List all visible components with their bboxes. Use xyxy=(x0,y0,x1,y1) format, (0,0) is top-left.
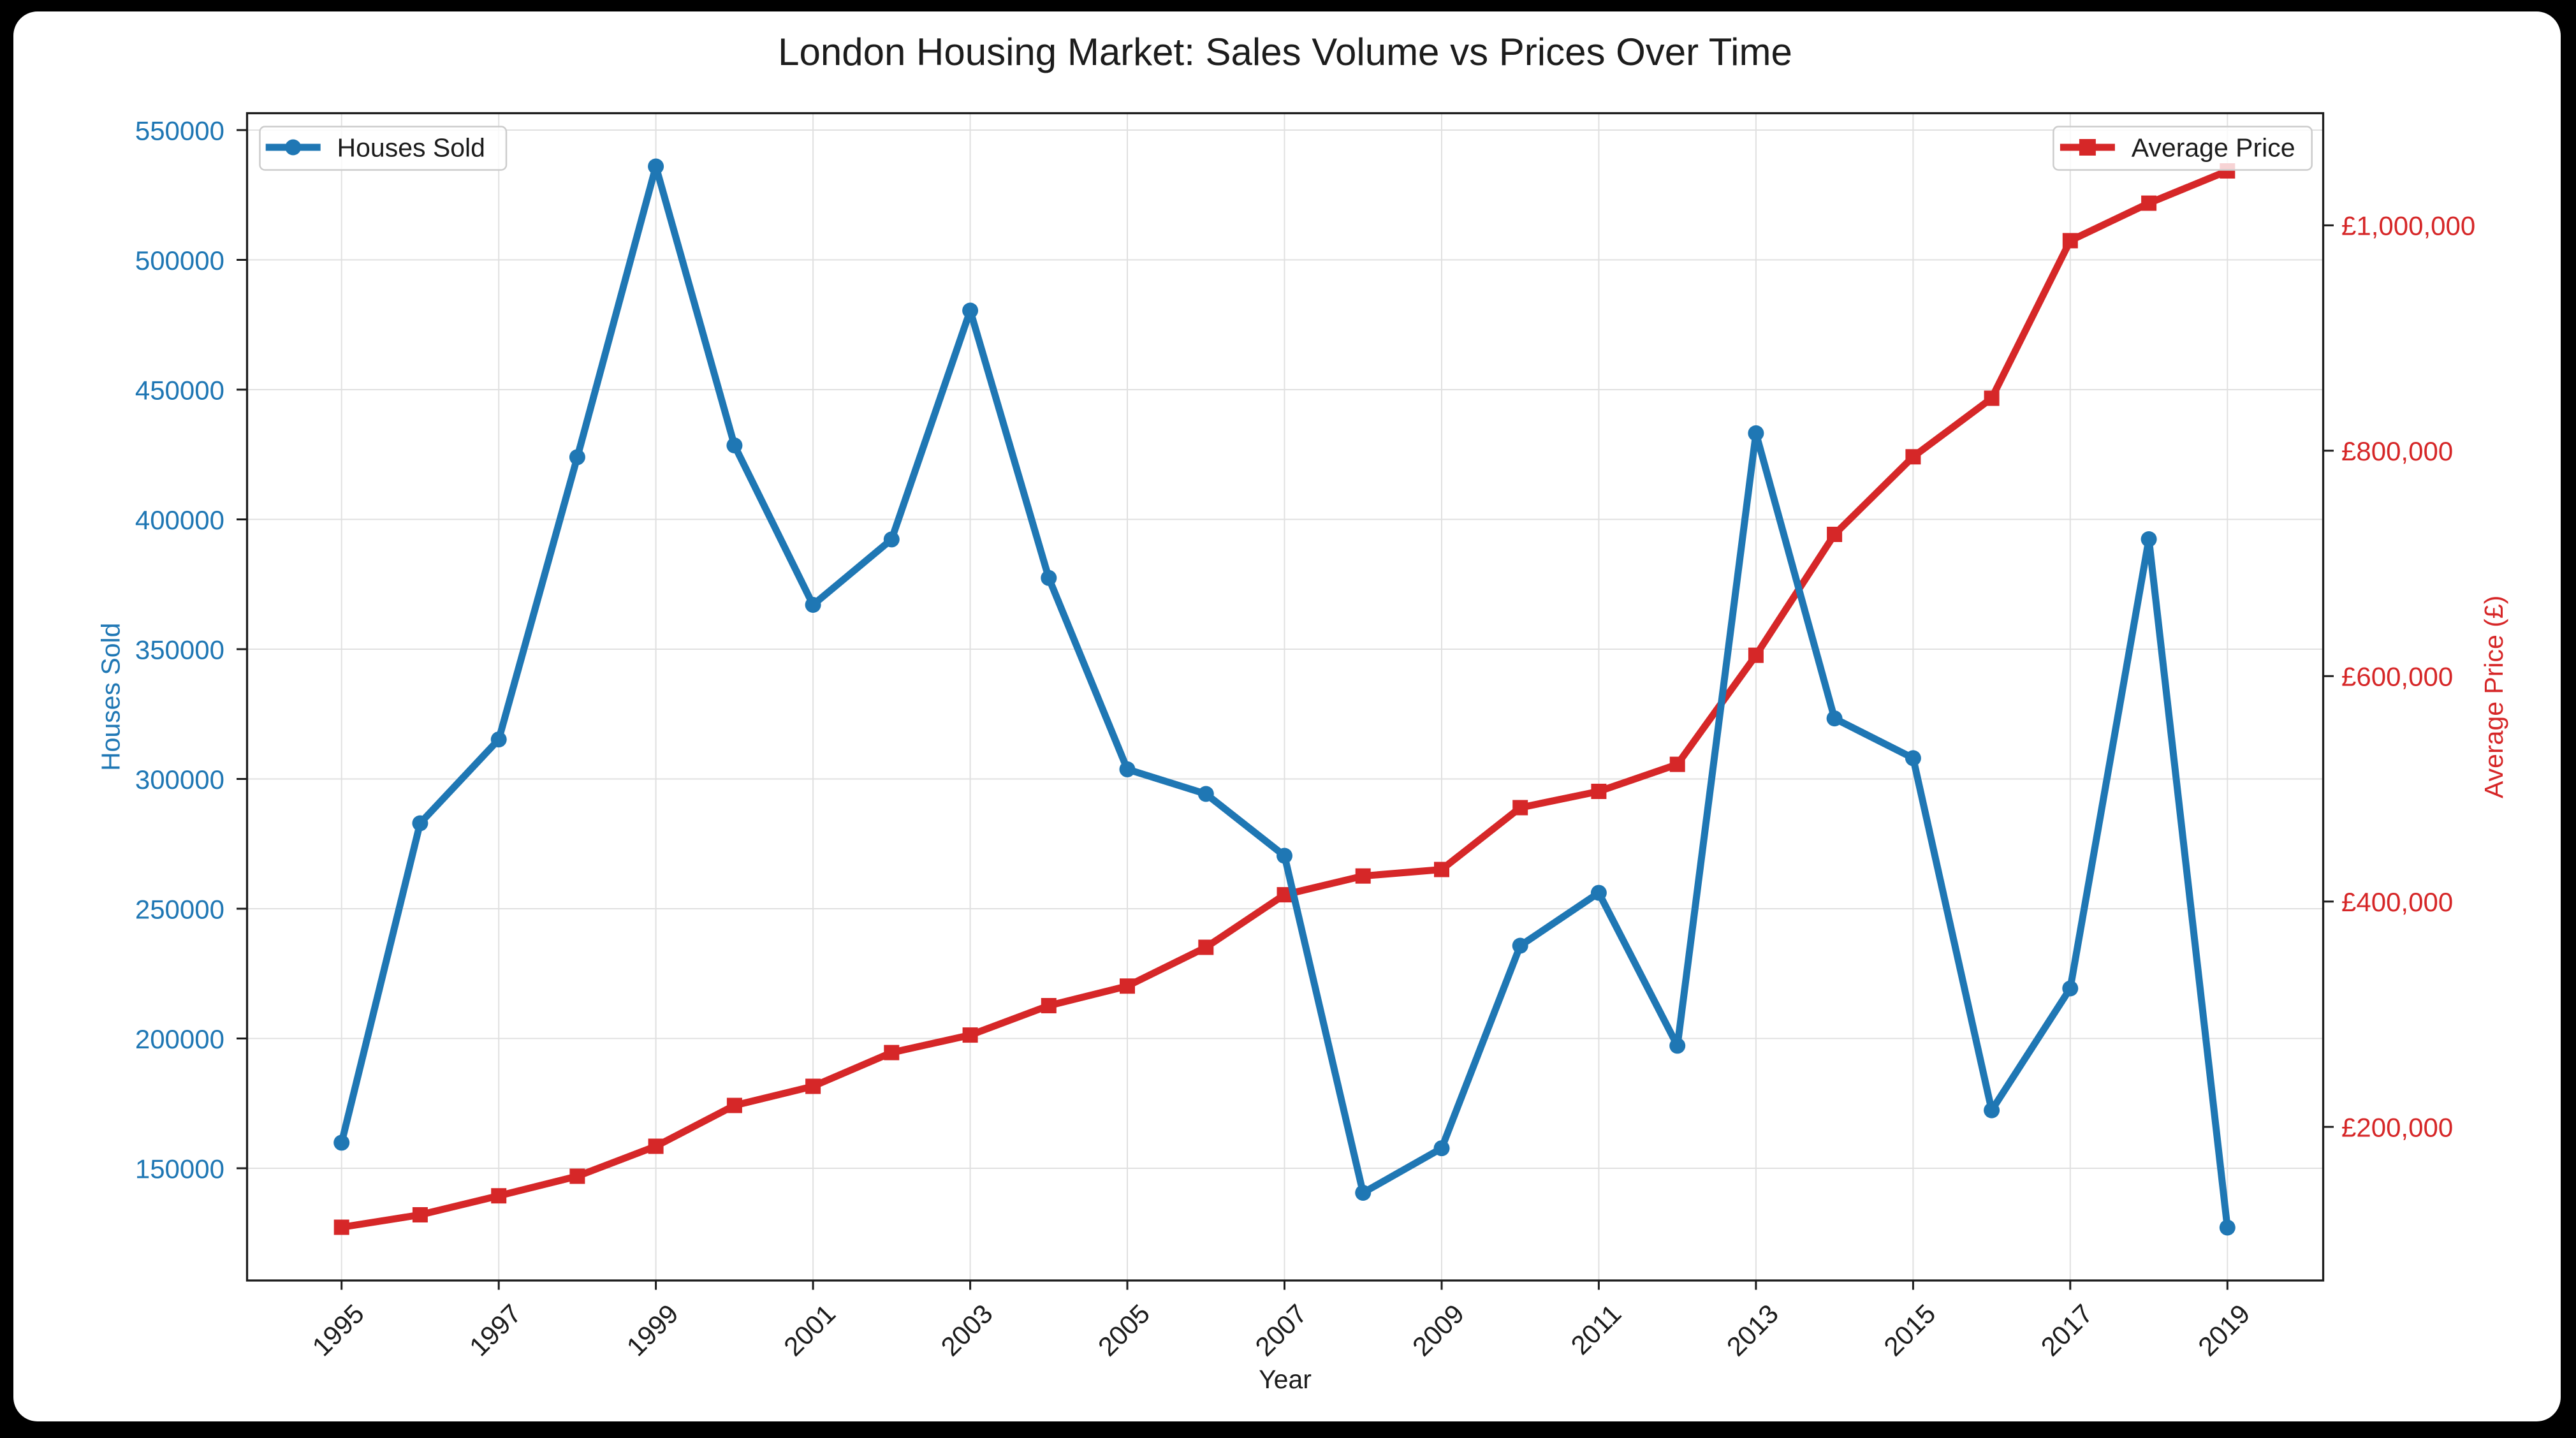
svg-text:£200,000: £200,000 xyxy=(2341,1112,2453,1142)
svg-text:Average Price: Average Price xyxy=(2132,133,2295,163)
svg-text:£800,000: £800,000 xyxy=(2341,436,2453,466)
svg-text:300000: 300000 xyxy=(135,765,224,795)
svg-text:550000: 550000 xyxy=(135,115,224,145)
svg-text:450000: 450000 xyxy=(135,375,224,405)
svg-text:£600,000: £600,000 xyxy=(2341,662,2453,692)
svg-text:London Housing Market: Sales V: London Housing Market: Sales Volume vs P… xyxy=(778,31,1792,73)
svg-text:250000: 250000 xyxy=(135,894,224,924)
svg-text:400000: 400000 xyxy=(135,505,224,535)
svg-text:Houses Sold: Houses Sold xyxy=(337,133,485,163)
svg-text:500000: 500000 xyxy=(135,246,224,275)
svg-text:£1,000,000: £1,000,000 xyxy=(2341,211,2475,241)
svg-text:350000: 350000 xyxy=(135,635,224,664)
svg-text:£400,000: £400,000 xyxy=(2341,887,2453,917)
svg-text:Houses Sold: Houses Sold xyxy=(96,623,125,771)
svg-text:150000: 150000 xyxy=(135,1154,224,1184)
svg-text:Average Price (£): Average Price (£) xyxy=(2479,596,2508,798)
svg-text:Year: Year xyxy=(1259,1365,1312,1394)
svg-text:200000: 200000 xyxy=(135,1024,224,1054)
